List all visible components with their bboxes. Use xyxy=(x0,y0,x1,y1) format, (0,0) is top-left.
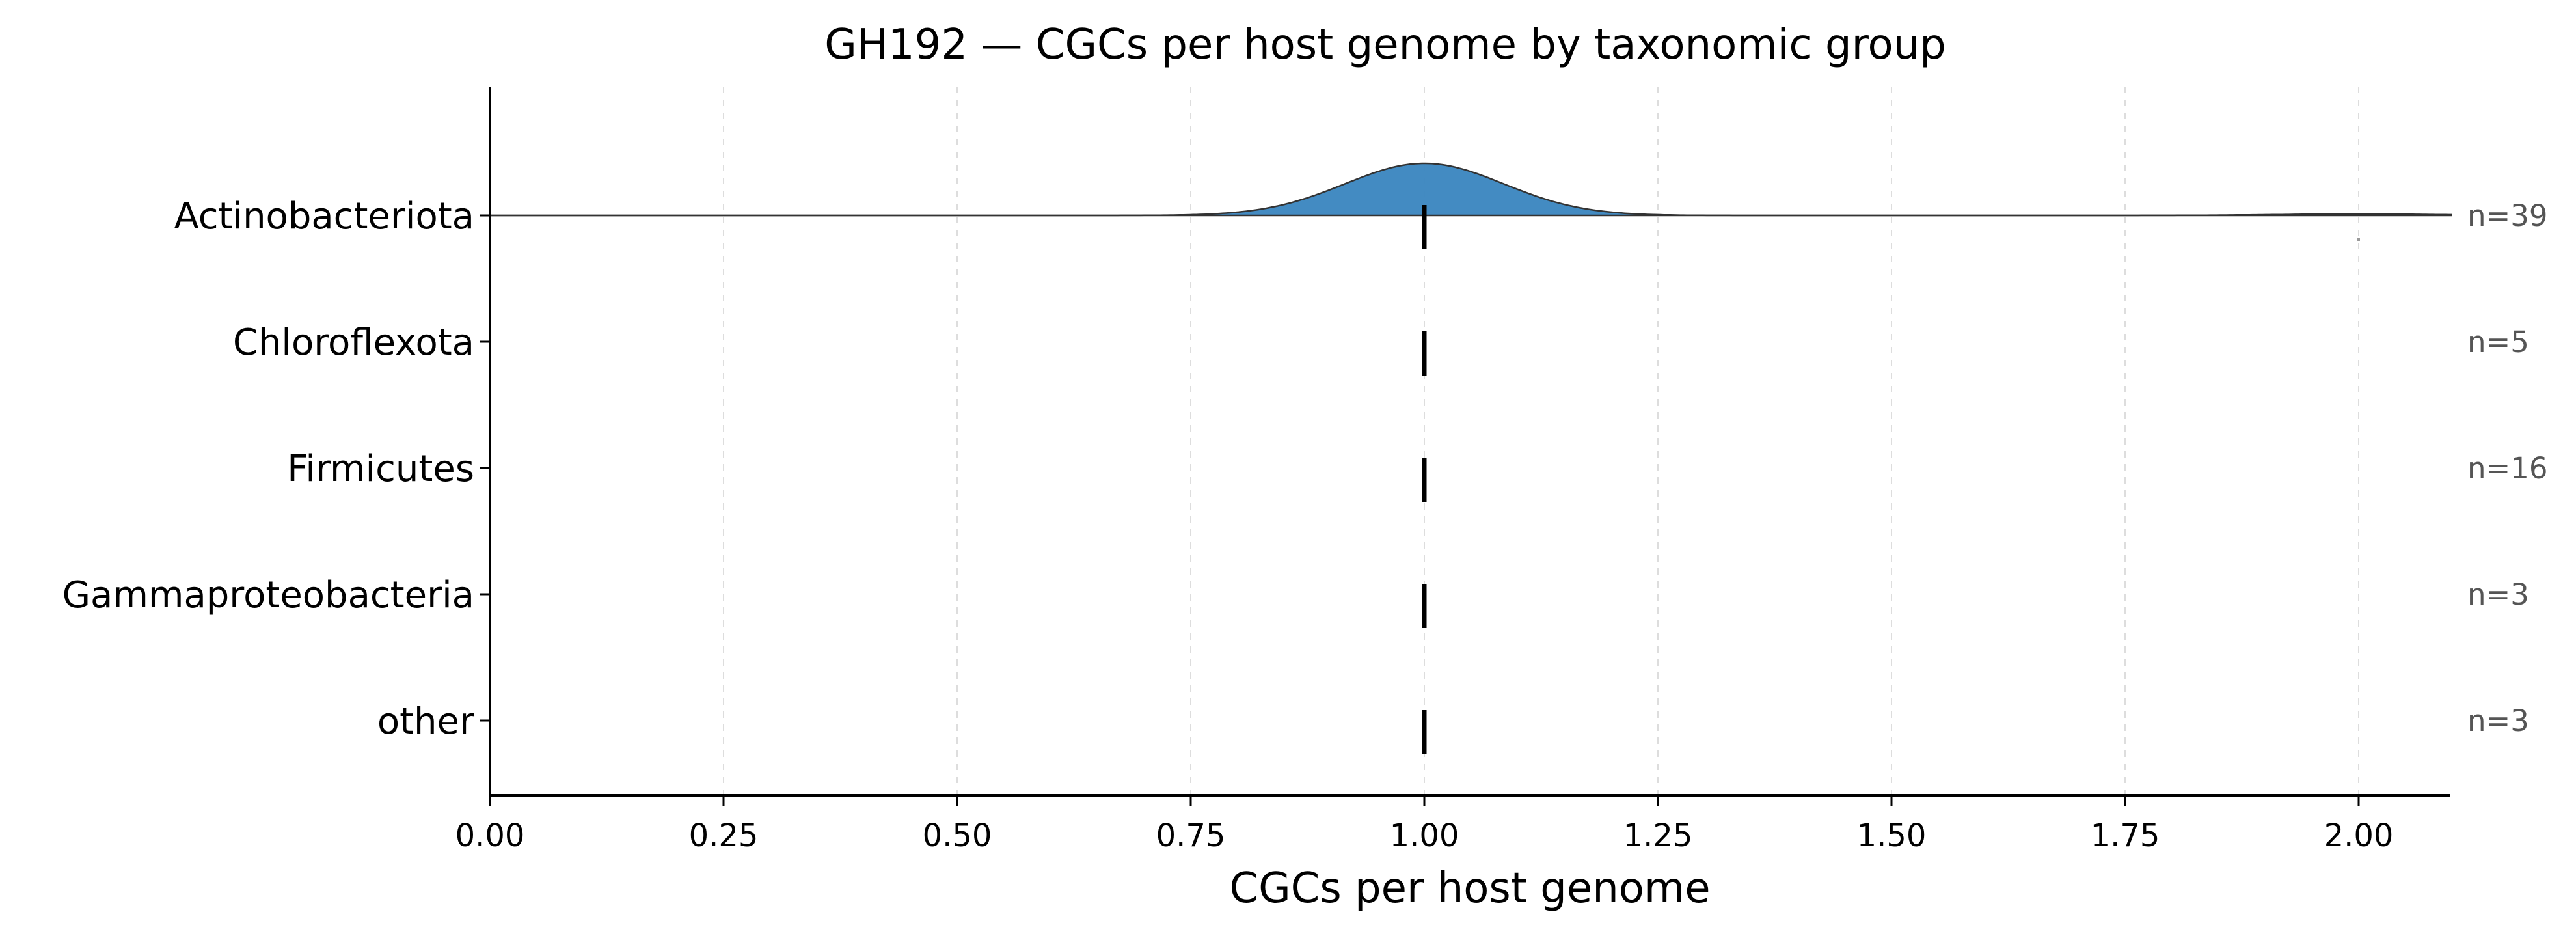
y-tick-label: Gammaproteobacteria xyxy=(62,574,474,616)
x-tick-label: 1.75 xyxy=(2091,818,2160,854)
ridges xyxy=(490,162,2452,754)
x-tick-label: 1.00 xyxy=(1390,818,1459,854)
x-tick-label: 1.25 xyxy=(1623,818,1693,854)
x-tick-label: 0.00 xyxy=(455,818,525,854)
x-axis-label: CGCs per host genome xyxy=(1229,864,1710,913)
chart-title: GH192 — CGCs per host genome by taxonomi… xyxy=(824,21,1946,69)
y-tick-label: Firmicutes xyxy=(287,448,474,490)
x-tick-label: 0.50 xyxy=(923,818,992,854)
x-tick-label: 0.75 xyxy=(1156,818,1226,854)
y-tick-label: other xyxy=(377,700,475,743)
sample-size-label: n=5 xyxy=(2467,325,2529,359)
x-tick-label: 1.50 xyxy=(1857,818,1927,854)
y-axis-ticks: Actinobacteriota Chloroflexota Firmicutes G… xyxy=(62,195,490,743)
sample-size-labels: n=39 n=5 n=16 n=3 n=3 xyxy=(2467,199,2548,738)
density-area xyxy=(490,163,2452,215)
x-tick-label: 2.00 xyxy=(2324,818,2394,854)
sample-size-label: n=3 xyxy=(2467,577,2529,612)
y-tick-label: Actinobacteriota xyxy=(174,195,474,238)
sample-size-label: n=16 xyxy=(2467,451,2548,486)
data-point xyxy=(2357,238,2360,241)
sample-size-label: n=39 xyxy=(2467,199,2548,233)
x-axis-ticks: 0.00 0.25 0.50 0.75 1.00 1.25 1.50 1.75 2.00 xyxy=(455,795,2394,854)
sample-size-label: n=3 xyxy=(2467,704,2529,738)
x-tick-label: 0.25 xyxy=(689,818,759,854)
y-tick-label: Chloroflexota xyxy=(233,322,474,364)
